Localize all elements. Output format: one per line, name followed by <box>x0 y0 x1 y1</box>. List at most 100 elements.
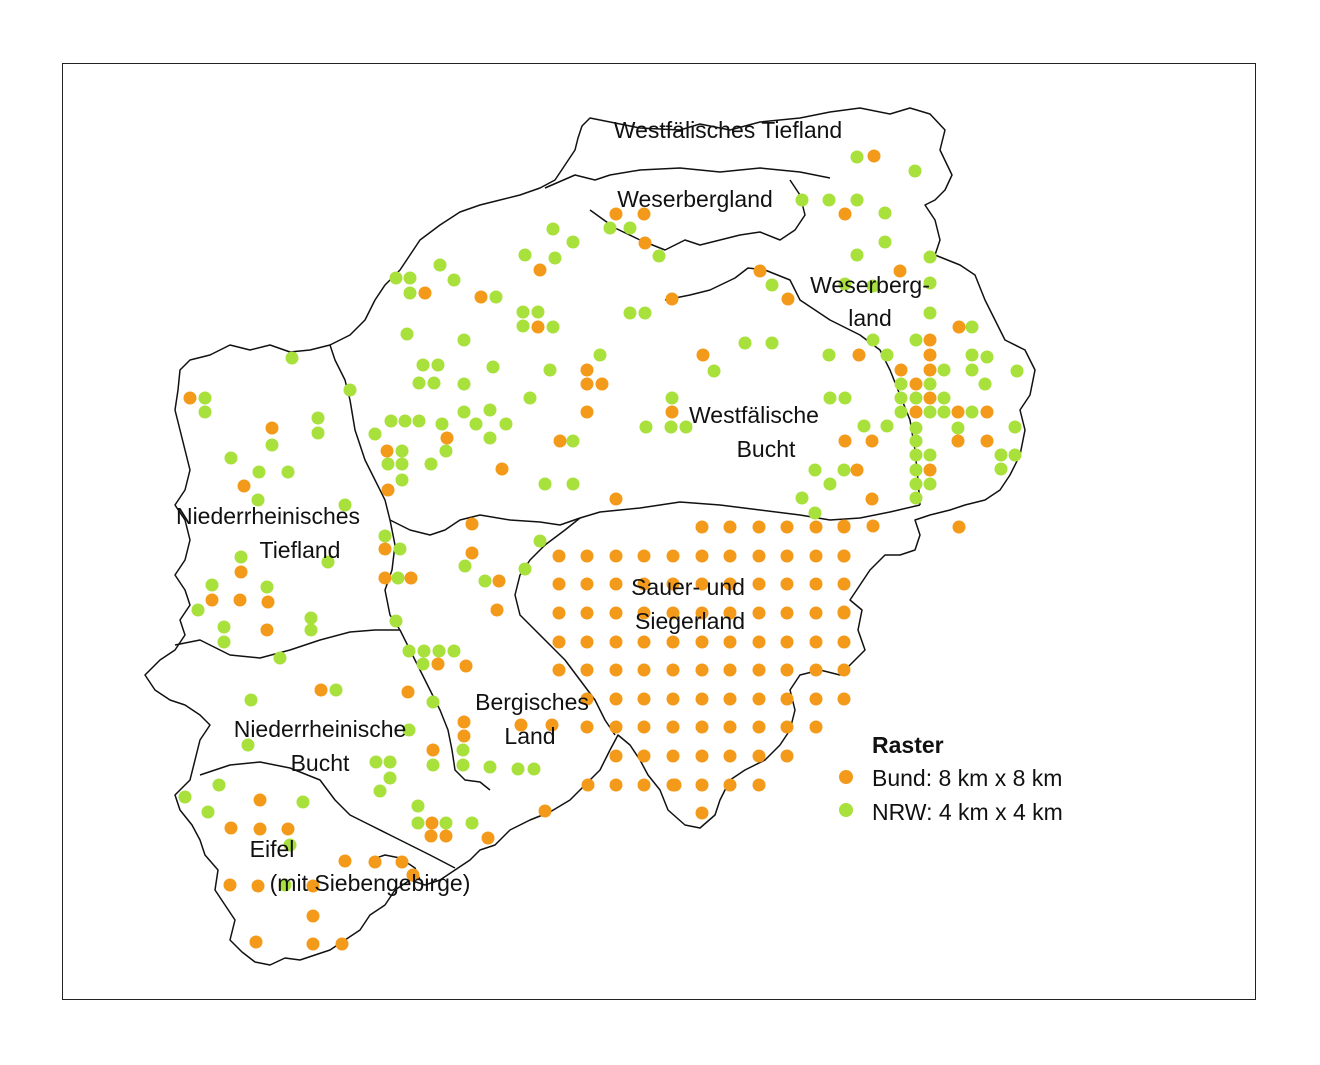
nrw-grid-point <box>212 778 226 792</box>
bund-grid-point <box>580 720 594 734</box>
bund-grid-point <box>666 635 680 649</box>
nrw-grid-point <box>533 534 547 548</box>
bund-grid-point <box>695 749 709 763</box>
bund-grid-point <box>695 549 709 563</box>
bund-grid-point <box>609 577 623 591</box>
nrw-grid-point <box>285 351 299 365</box>
bund-grid-point <box>637 720 651 734</box>
nrw-grid-point <box>486 360 500 374</box>
nrw-grid-point <box>252 465 266 479</box>
bund-grid-point <box>696 348 710 362</box>
nrw-grid-point <box>823 391 837 405</box>
nrw-grid-point <box>400 327 414 341</box>
nrw-grid-point <box>191 603 205 617</box>
bund-grid-point <box>474 290 488 304</box>
bund-grid-point <box>723 635 737 649</box>
bund-grid-point <box>665 405 679 419</box>
nrw-grid-point <box>383 755 397 769</box>
bund-grid-point <box>723 720 737 734</box>
nrw-grid-point <box>738 336 752 350</box>
bund-grid-point <box>695 635 709 649</box>
legend-label-bund: Bund: 8 km x 8 km <box>872 765 1062 791</box>
bund-grid-point <box>666 606 680 620</box>
bund-grid-point <box>780 635 794 649</box>
bund-grid-point <box>609 692 623 706</box>
nrw-grid-point <box>426 695 440 709</box>
bund-grid-point <box>723 606 737 620</box>
bund-grid-point <box>381 483 395 497</box>
state-border <box>144 107 1036 966</box>
label-eifel: Eifel (mit Siebengebirge) <box>250 836 471 896</box>
bund-grid-point <box>894 363 908 377</box>
bund-grid-point <box>260 623 274 637</box>
nrw-grid-point <box>546 320 560 334</box>
border-tiefland-bucht <box>329 344 401 631</box>
bund-grid-point <box>666 577 680 591</box>
label-westfaelische-bucht: Westfälische Bucht <box>689 402 819 462</box>
bund-grid-point <box>638 236 652 250</box>
bund-grid-point <box>424 829 438 843</box>
bund-grid-point <box>514 718 528 732</box>
label-niederrheinisches-tiefland: Niederrheinisches Tiefland <box>176 503 360 563</box>
bund-grid-point <box>809 663 823 677</box>
nrw-grid-point <box>283 838 297 852</box>
bund-grid-point <box>867 149 881 163</box>
bund-grid-point <box>752 663 766 677</box>
bund-grid-point <box>531 320 545 334</box>
bund-grid-point <box>666 549 680 563</box>
bund-grid-point <box>951 434 965 448</box>
nrw-grid-point <box>426 758 440 772</box>
nrw-grid-point <box>411 799 425 813</box>
nrw-grid-point <box>244 693 258 707</box>
nrw-grid-point <box>395 457 409 471</box>
nrw-grid-point <box>923 306 937 320</box>
bund-grid-point <box>418 286 432 300</box>
nrw-grid-point <box>416 358 430 372</box>
nrw-grid-point <box>623 306 637 320</box>
bund-grid-point <box>609 778 623 792</box>
nrw-grid-point <box>518 562 532 576</box>
nrw-grid-point <box>516 319 530 333</box>
nrw-grid-point <box>838 391 852 405</box>
bund-grid-point <box>234 565 248 579</box>
bund-grid-point <box>401 685 415 699</box>
nrw-grid-point <box>273 651 287 665</box>
nrw-grid-point <box>456 743 470 757</box>
bund-grid-point <box>753 264 767 278</box>
nrw-grid-point <box>937 405 951 419</box>
nrw-grid-point <box>412 414 426 428</box>
nrw-grid-point <box>603 221 617 235</box>
nrw-grid-point <box>224 451 238 465</box>
nrw-grid-point <box>511 762 525 776</box>
bund-grid-point <box>637 635 651 649</box>
bund-grid-point <box>440 431 454 445</box>
border-bucht-sauerland <box>389 501 921 536</box>
bund-grid-point <box>752 778 766 792</box>
nrw-grid-point <box>866 333 880 347</box>
nrw-grid-point <box>923 276 937 290</box>
nrw-grid-point <box>432 644 446 658</box>
nrw-grid-point <box>850 150 864 164</box>
bund-grid-point <box>909 405 923 419</box>
nrw-grid-point <box>368 427 382 441</box>
nrw-grid-point <box>499 417 513 431</box>
nrw-grid-point <box>469 417 483 431</box>
nrw-grid-point <box>483 403 497 417</box>
nrw-grid-point <box>439 816 453 830</box>
bund-grid-point <box>781 292 795 306</box>
bund-grid-point <box>545 718 559 732</box>
bund-grid-point <box>695 778 709 792</box>
nrw-grid-point <box>538 477 552 491</box>
bund-grid-point <box>923 463 937 477</box>
nrw-grid-point <box>483 760 497 774</box>
nrw-grid-point <box>909 333 923 347</box>
nrw-grid-point <box>311 426 325 440</box>
bund-grid-point <box>581 778 595 792</box>
bund-grid-point <box>666 663 680 677</box>
bund-grid-point <box>609 207 623 221</box>
label-weserbergland-west: Weserbergland <box>617 186 773 212</box>
bund-grid-point <box>809 606 823 620</box>
nrw-grid-point <box>1010 364 1024 378</box>
nrw-grid-point <box>1008 448 1022 462</box>
